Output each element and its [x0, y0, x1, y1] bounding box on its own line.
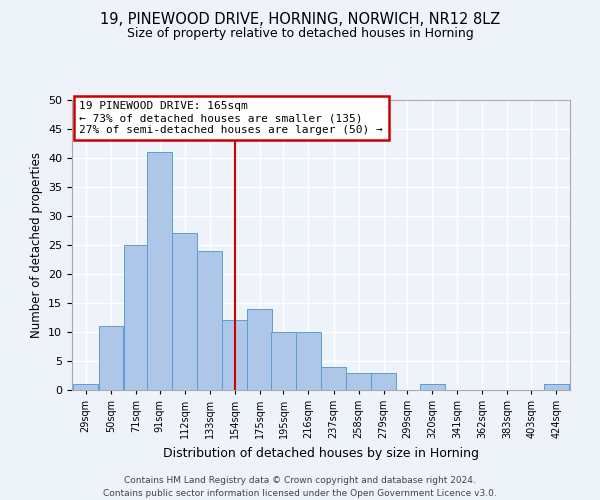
Bar — [321, 367, 346, 390]
Bar — [271, 332, 296, 390]
Bar — [197, 251, 222, 390]
Bar — [420, 384, 445, 390]
Bar — [247, 309, 272, 390]
X-axis label: Distribution of detached houses by size in Horning: Distribution of detached houses by size … — [163, 446, 479, 460]
Text: 19 PINEWOOD DRIVE: 165sqm
← 73% of detached houses are smaller (135)
27% of semi: 19 PINEWOOD DRIVE: 165sqm ← 73% of detac… — [79, 102, 383, 134]
Bar — [98, 326, 123, 390]
Bar — [172, 234, 197, 390]
Bar — [73, 384, 98, 390]
Bar — [148, 152, 172, 390]
Bar — [371, 372, 396, 390]
Y-axis label: Number of detached properties: Number of detached properties — [29, 152, 43, 338]
Text: Size of property relative to detached houses in Horning: Size of property relative to detached ho… — [127, 28, 473, 40]
Bar — [124, 245, 148, 390]
Bar — [223, 320, 247, 390]
Text: 19, PINEWOOD DRIVE, HORNING, NORWICH, NR12 8LZ: 19, PINEWOOD DRIVE, HORNING, NORWICH, NR… — [100, 12, 500, 28]
Text: Contains HM Land Registry data © Crown copyright and database right 2024.
Contai: Contains HM Land Registry data © Crown c… — [103, 476, 497, 498]
Bar — [346, 372, 371, 390]
Bar — [296, 332, 321, 390]
Bar — [544, 384, 569, 390]
